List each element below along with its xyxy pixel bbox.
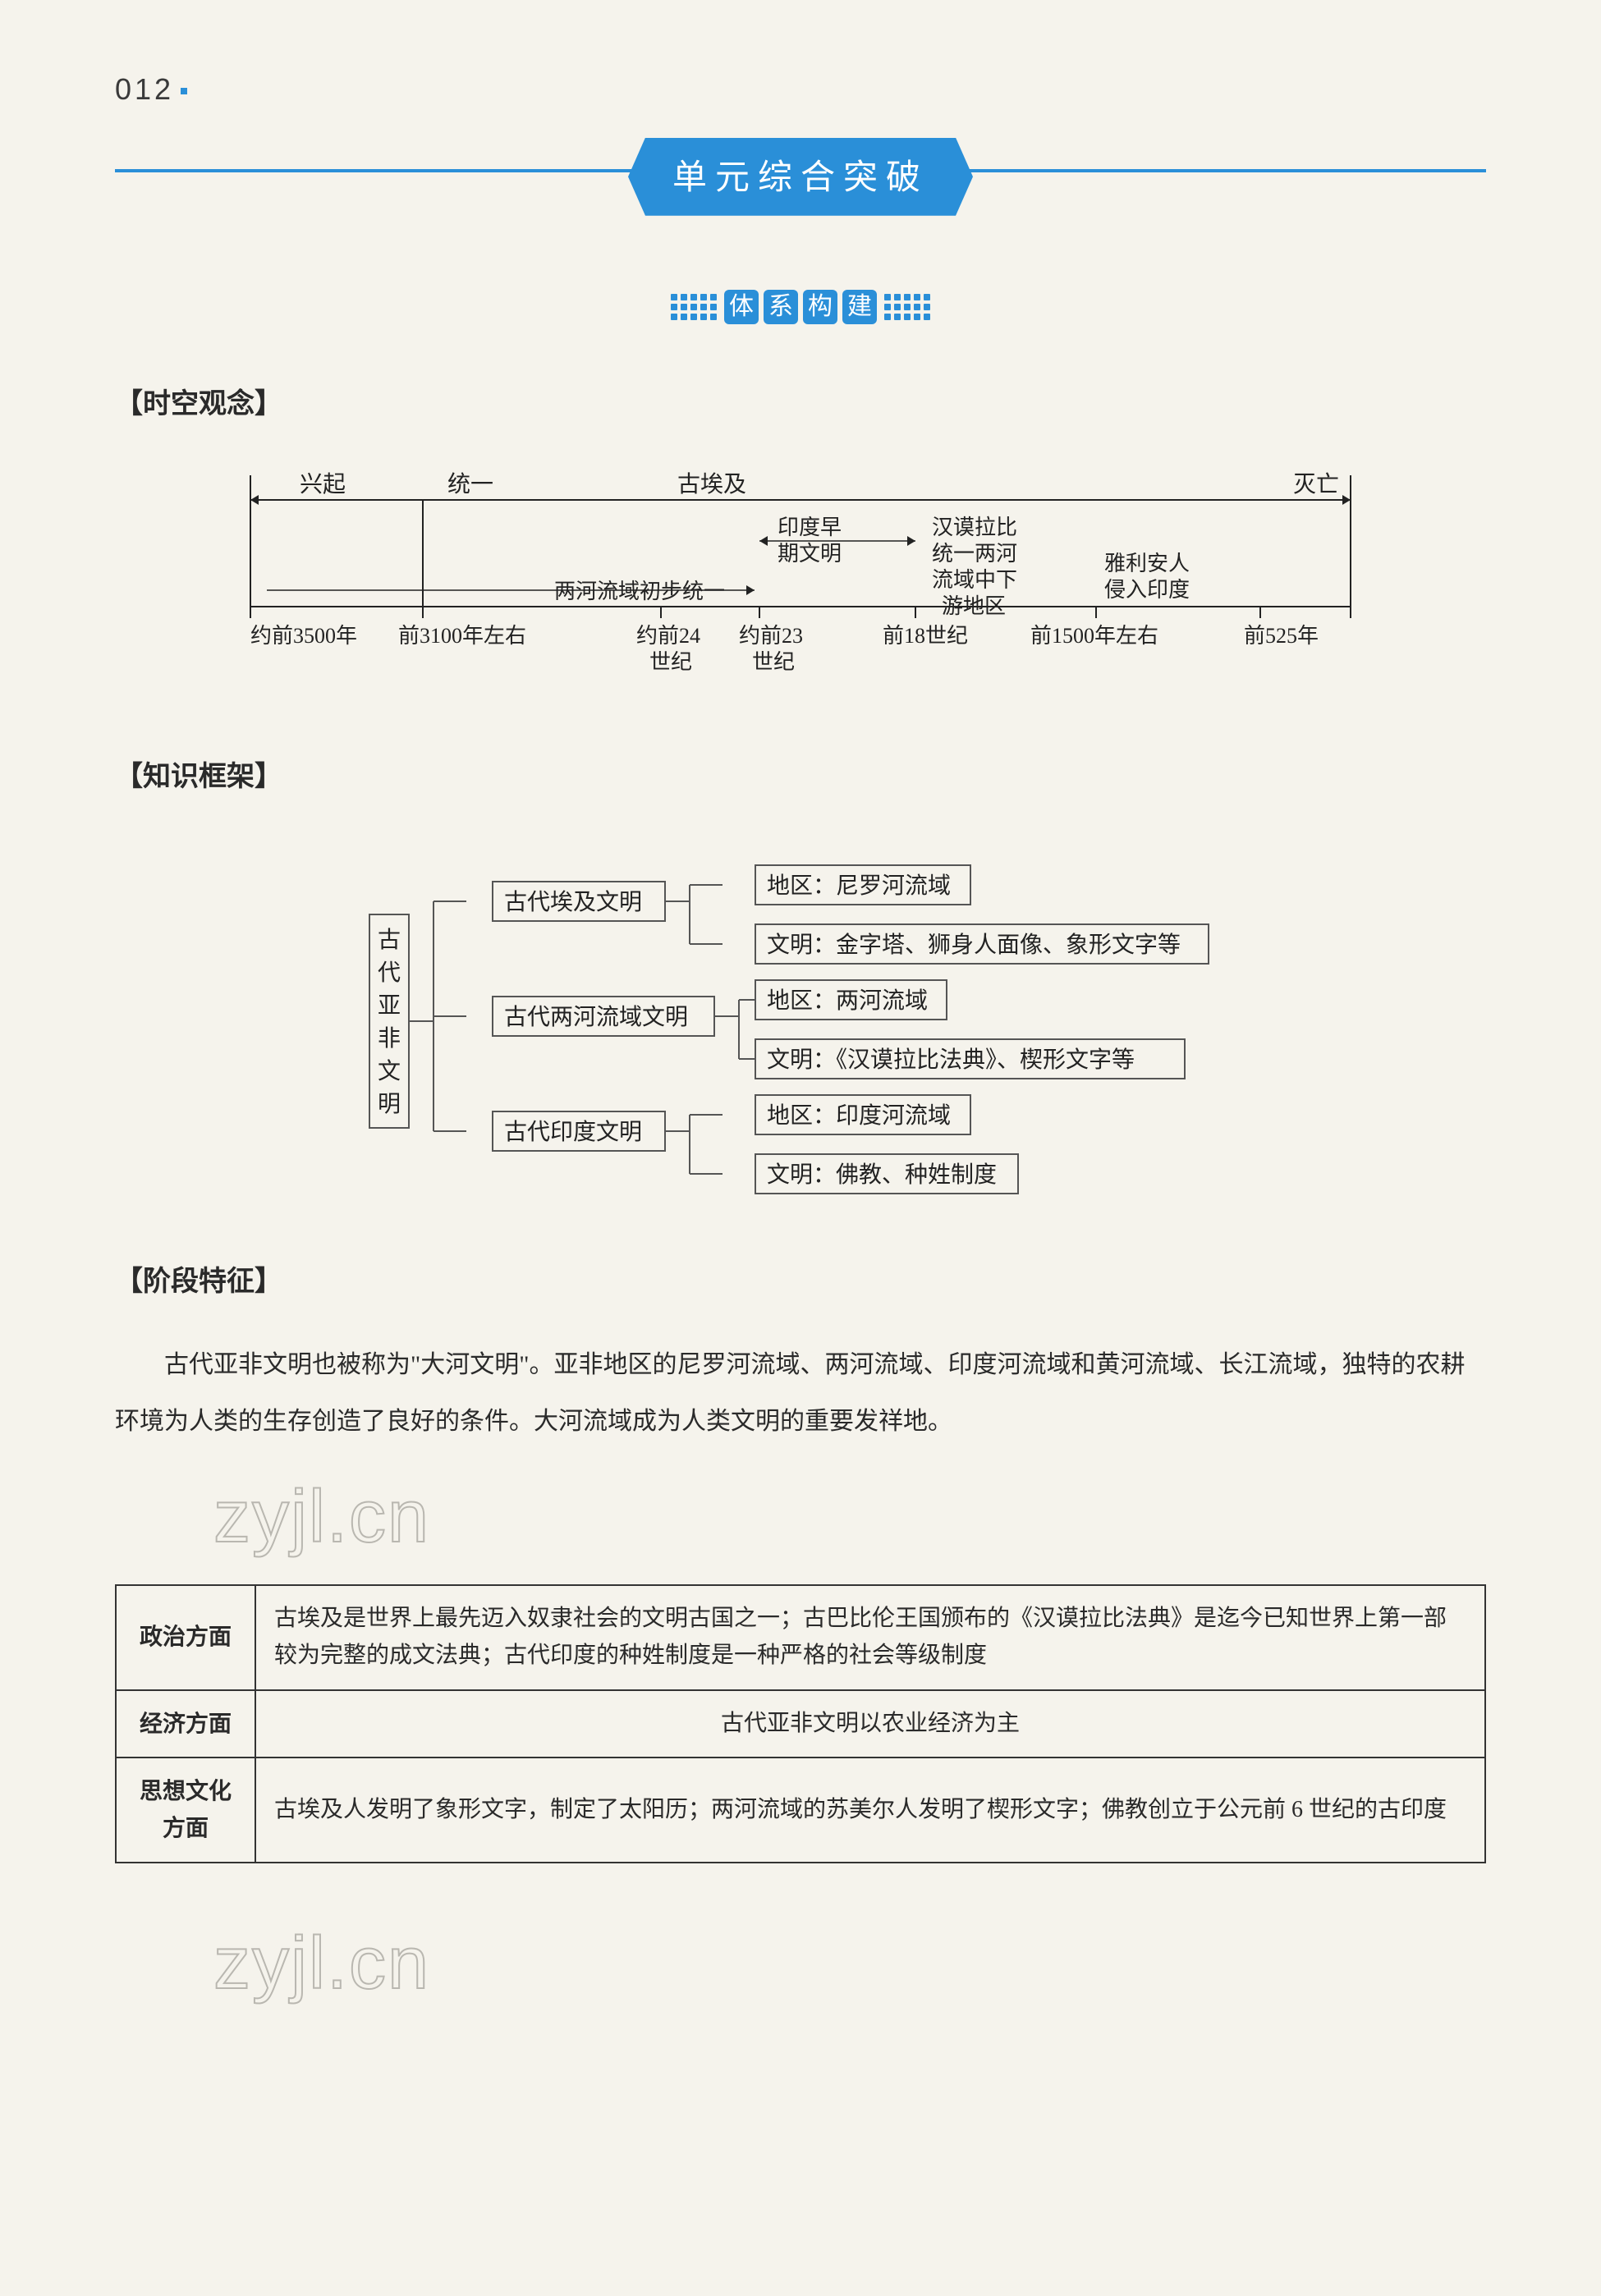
svg-text:前525年: 前525年 (1244, 624, 1319, 648)
svg-text:世纪: 世纪 (752, 650, 795, 674)
svg-text:地区：印度河流域: 地区：印度河流域 (767, 1102, 951, 1129)
table-row-header: 政治方面 (116, 1585, 255, 1690)
svg-text:古: 古 (378, 927, 401, 953)
svg-text:前1500年左右: 前1500年左右 (1030, 624, 1158, 648)
feature-paragraph: 古代亚非文明也被称为"大河文明"。亚非地区的尼罗河流域、两河流域、印度河流域和黄… (115, 1336, 1486, 1450)
svg-text:灭亡: 灭亡 (1293, 471, 1339, 497)
page-number: 012 (115, 66, 1486, 113)
dotgrid-left (671, 294, 717, 320)
svg-text:非: 非 (378, 1025, 401, 1052)
svg-text:地区：两河流域: 地区：两河流域 (767, 988, 928, 1014)
svg-text:统一两河: 统一两河 (932, 542, 1017, 566)
title-banner: 单元综合突破 (628, 138, 973, 216)
svg-text:明: 明 (378, 1092, 401, 1117)
table-row-header: 经济方面 (116, 1690, 255, 1758)
subtitle-letter: 构 (803, 290, 837, 324)
svg-text:代: 代 (378, 960, 401, 986)
svg-text:世纪: 世纪 (649, 650, 692, 674)
svg-text:汉谟拉比: 汉谟拉比 (932, 516, 1017, 539)
svg-text:文明：金字塔、狮身人面像、象形文字等: 文明：金字塔、狮身人面像、象形文字等 (767, 932, 1181, 958)
summary-table: 政治方面古埃及是世界上最先迈入奴隶社会的文明古国之一；古巴比伦王国颁布的《汉谟拉… (115, 1584, 1486, 1863)
svg-text:古代埃及文明: 古代埃及文明 (504, 889, 642, 915)
watermark-2: zyjl.cn (213, 1904, 1486, 2023)
timeline-diagram: 兴起 统一 古埃及 灭亡印度早期文明 汉谟拉比统一两河流域中下游地区 雅利安人侵入印度 两河… (234, 459, 1367, 697)
svg-text:侵入印度: 侵入印度 (1104, 578, 1190, 602)
svg-text:文: 文 (378, 1058, 401, 1084)
watermark: zyjl.cn (213, 1458, 1486, 1576)
svg-text:古埃及: 古埃及 (677, 471, 746, 497)
svg-text:印度早: 印度早 (778, 516, 842, 539)
table-row-body: 古代亚非文明以农业经济为主 (255, 1690, 1485, 1758)
svg-text:兴起: 兴起 (300, 472, 346, 497)
svg-text:雅利安人: 雅利安人 (1104, 552, 1190, 575)
svg-text:古代印度文明: 古代印度文明 (504, 1119, 642, 1145)
section-head-timeline: 【时空观念】 (115, 382, 1486, 426)
table-row-body: 古埃及人发明了象形文字，制定了太阳历；两河流域的苏美尔人发明了楔形文字；佛教创立… (255, 1758, 1485, 1863)
svg-text:地区：尼罗河流域: 地区：尼罗河流域 (767, 873, 951, 899)
svg-text:前3100年左右: 前3100年左右 (398, 624, 526, 648)
table-row-body: 古埃及是世界上最先迈入奴隶社会的文明古国之一；古巴比伦王国颁布的《汉谟拉比法典》… (255, 1585, 1485, 1690)
subtitle-letter: 体 (724, 290, 759, 324)
title-banner-wrap: 单元综合突破 (115, 138, 1486, 216)
svg-text:流域中下: 流域中下 (932, 568, 1017, 592)
svg-text:两河流域初步统一: 两河流域初步统一 (554, 580, 725, 603)
svg-text:前18世纪: 前18世纪 (883, 624, 968, 648)
dotgrid-right (884, 294, 930, 320)
subtitle-letter: 建 (842, 290, 877, 324)
svg-text:古代两河流域文明: 古代两河流域文明 (504, 1004, 688, 1030)
svg-text:文明：《汉谟拉比法典》、楔形文字等: 文明：《汉谟拉比法典》、楔形文字等 (767, 1047, 1135, 1073)
svg-text:约前3500年: 约前3500年 (250, 624, 357, 648)
svg-text:约前23: 约前23 (739, 624, 803, 648)
svg-text:期文明: 期文明 (778, 542, 842, 566)
svg-text:亚: 亚 (378, 993, 401, 1019)
tree-diagram: 古代亚非文明 古代埃及文明 地区：尼罗河流域文明：金字塔、狮身人面像、象形文字等古代… (246, 832, 1355, 1210)
section-head-features: 【阶段特征】 (115, 1259, 1486, 1304)
table-row-header: 思想文化方面 (116, 1758, 255, 1863)
svg-text:统一: 统一 (447, 471, 493, 497)
subtitle-letter: 系 (764, 290, 798, 324)
subtitle: 体 系 构 建 (115, 290, 1486, 324)
subtitle-letters: 体 系 构 建 (722, 290, 879, 324)
section-head-framework: 【知识框架】 (115, 754, 1486, 799)
svg-text:游地区: 游地区 (942, 594, 1006, 618)
svg-text:约前24: 约前24 (636, 624, 700, 648)
svg-text:文明：佛教、种姓制度: 文明：佛教、种姓制度 (767, 1162, 997, 1188)
